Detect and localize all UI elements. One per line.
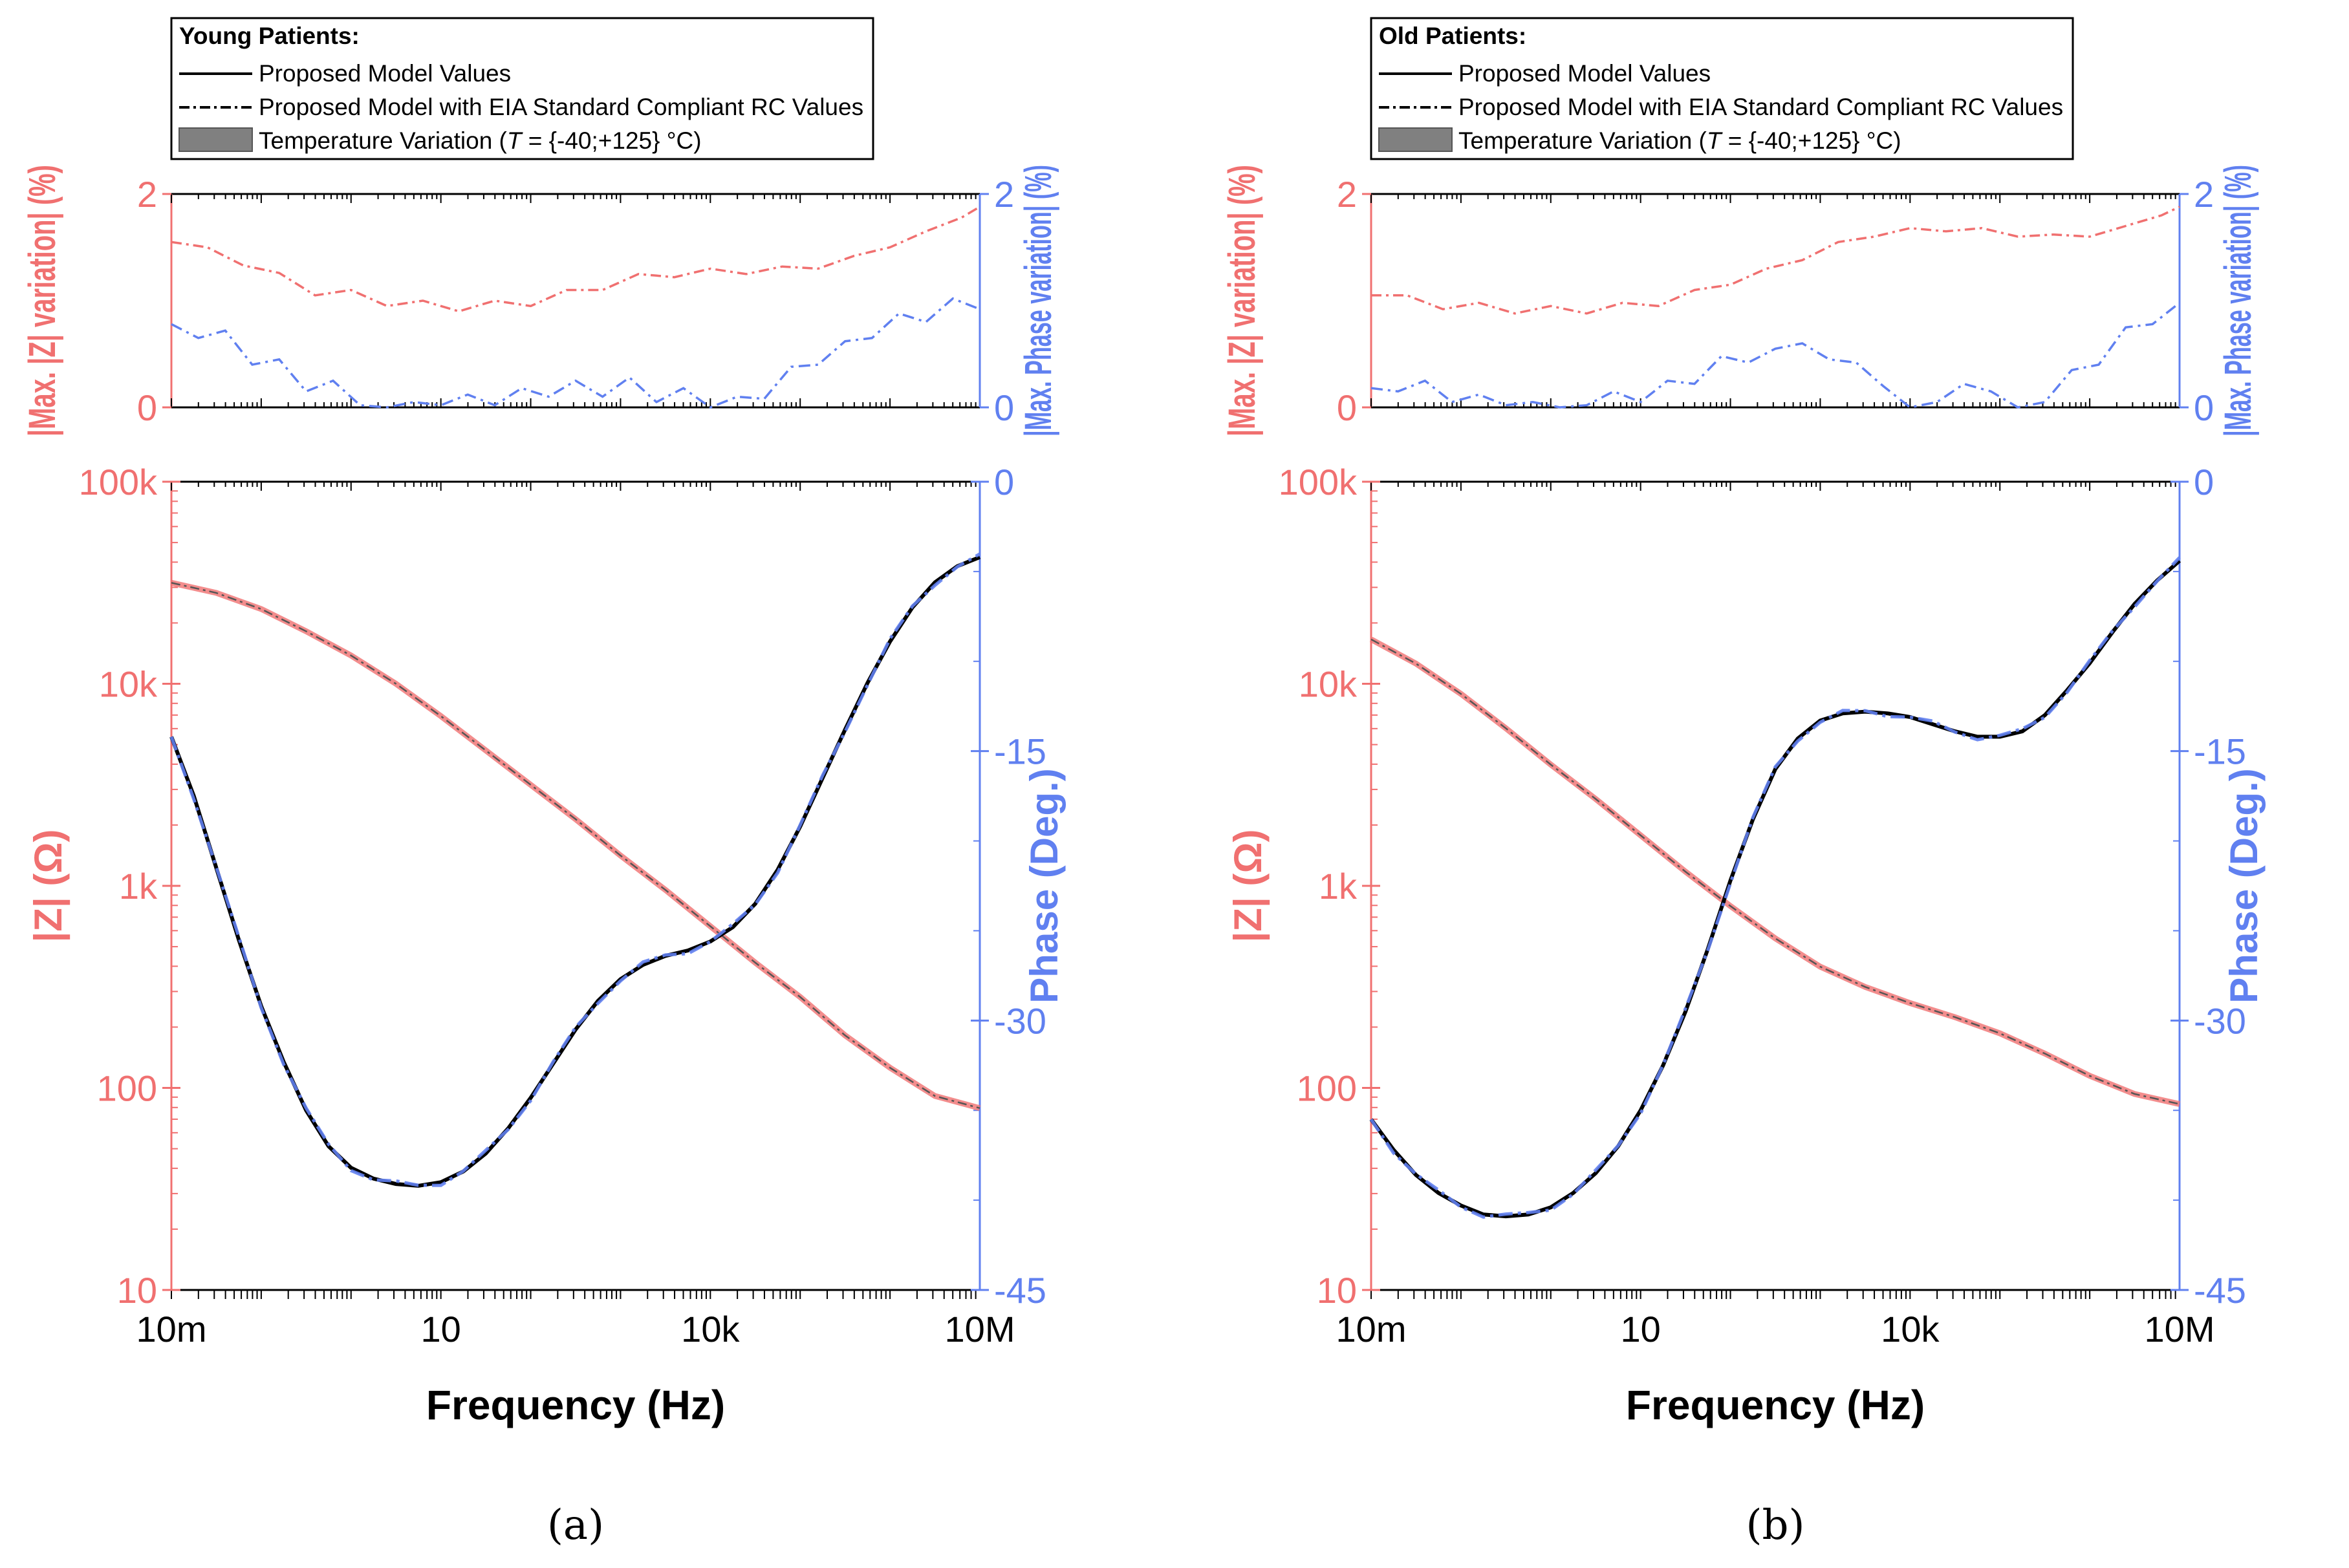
bottom-right-tick-label: -15 [994, 731, 1046, 772]
legend-entry-model: Proposed Model Values [1458, 60, 1711, 87]
x-tick-label: 10 [421, 1309, 461, 1349]
bottom-left-tick-label: 10k [1299, 664, 1358, 705]
panel-caption: (a) [547, 1501, 604, 1549]
bottom-right-tick-label: 0 [2194, 462, 2214, 502]
bottom-right-tick-label: -15 [2194, 731, 2246, 772]
top-right-axis-label: |Max. Phase variation| (%) [1017, 165, 1059, 436]
legend: Old Patients: Proposed Model Values Propos… [1370, 17, 2074, 160]
legend-entry-temperature: Temperature Variation (T = {-40;+125} °C… [259, 127, 702, 154]
phase-variation-line [171, 297, 980, 409]
phase-eia-line [169, 552, 981, 1187]
legend-shade-swatch [179, 127, 253, 152]
x-tick-label: 10m [136, 1309, 207, 1349]
bottom-right-tick-label: -45 [2194, 1270, 2246, 1311]
top-right-tick-label: 2 [2194, 174, 2214, 215]
x-axis-label: Frequency (Hz) [426, 1382, 725, 1428]
top-right-tick-label: 0 [2194, 387, 2214, 428]
bottom-right-tick-label: -30 [2194, 1000, 2246, 1041]
magnitude-variation-line [171, 206, 980, 313]
top-variation-plot: 0 0 2 2 |Max. |Z| variation| (%) |Max. Phase … [1221, 165, 2259, 436]
top-left-tick-label: 0 [1337, 387, 1357, 428]
legend-temp-prefix: Temperature Variation ( [1458, 127, 1707, 154]
phase-model-line [169, 555, 981, 1188]
x-tick-label: 10k [1881, 1309, 1940, 1349]
panel-b: Old Patients: Proposed Model Values Propos… [1221, 17, 2266, 1549]
legend-entry-eia: Proposed Model with EIA Standard Complia… [1458, 94, 2063, 120]
bottom-left-tick-label: 100 [97, 1068, 157, 1109]
top-left-tick-label: 0 [137, 387, 157, 428]
legend-temp-suffix: = {-40;+125} °C) [1721, 127, 1901, 154]
panel-caption: (b) [1746, 1501, 1805, 1549]
top-variation-plot: 0 0 2 2 |Max. |Z| variation| (%) |Max. Phase … [21, 165, 1059, 436]
phase-model-line [1369, 559, 2181, 1219]
top-left-axis-label: |Max. |Z| variation| (%) [21, 165, 63, 436]
legend: Young Patients: Proposed Model Values Prop… [170, 17, 874, 160]
bottom-left-axis-label: |Z| (Ω) [27, 830, 70, 943]
bottom-left-tick-label: 100k [1279, 462, 1358, 502]
bottom-left-tick-label: 10k [99, 664, 158, 705]
bottom-left-tick-label: 10 [117, 1270, 157, 1311]
top-left-tick-label: 2 [137, 174, 157, 215]
legend-entry-eia: Proposed Model with EIA Standard Complia… [259, 94, 863, 120]
legend-shade-swatch [1378, 127, 1453, 152]
x-tick-label: 10k [681, 1309, 740, 1349]
legend-temp-variable: T [507, 127, 523, 154]
phase-eia-line [1369, 556, 2181, 1219]
top-left-tick-label: 2 [1337, 174, 1357, 215]
top-left-axis-label: |Max. |Z| variation| (%) [1221, 165, 1263, 436]
phase-variation-line [1370, 301, 2181, 409]
top-right-tick-label: 2 [994, 174, 1014, 215]
legend-title: Young Patients: [179, 23, 360, 49]
magnitude-temperature-band [1369, 636, 2180, 1107]
bottom-right-tick-label: 0 [994, 462, 1014, 502]
bottom-right-tick-label: -30 [994, 1000, 1046, 1041]
panel-a: Young Patients: Proposed Model Values Prop… [21, 17, 1066, 1549]
x-tick-label: 10 [1621, 1309, 1661, 1349]
x-tick-label: 10m [1336, 1309, 1407, 1349]
magnitude-variation-line [1371, 206, 2180, 315]
bottom-left-tick-label: 100 [1297, 1068, 1357, 1109]
bottom-left-tick-label: 1k [119, 866, 158, 907]
x-axis-label: Frequency (Hz) [1626, 1382, 1925, 1428]
top-right-tick-label: 0 [994, 387, 1014, 428]
legend-temp-suffix: = {-40;+125} °C) [521, 127, 701, 154]
magnitude-model-line [171, 582, 980, 1110]
bottom-right-axis-label: Phase (Deg.) [1023, 768, 1066, 1003]
legend-box [170, 17, 874, 160]
bottom-left-tick-label: 10 [1317, 1270, 1357, 1311]
legend-entry-model: Proposed Model Values [259, 60, 511, 87]
bottom-right-tick-label: -45 [994, 1270, 1046, 1311]
legend-entry-temperature: Temperature Variation (T = {-40;+125} °C… [1458, 127, 1901, 154]
x-tick-label: 10M [2145, 1309, 2215, 1349]
top-right-axis-label: |Max. Phase variation| (%) [2217, 165, 2259, 436]
x-tick-label: 10M [945, 1309, 1015, 1349]
legend-temp-prefix: Temperature Variation ( [259, 127, 508, 154]
bottom-left-tick-label: 1k [1319, 866, 1358, 907]
legend-box [1370, 17, 2074, 160]
bottom-left-axis-label: |Z| (Ω) [1226, 830, 1270, 943]
legend-title: Old Patients: [1379, 23, 1526, 49]
legend-temp-variable: T [1707, 127, 1723, 154]
bottom-right-axis-label: Phase (Deg.) [2222, 768, 2266, 1003]
bottom-left-tick-label: 100k [79, 462, 158, 502]
magnitude-model-line [1370, 638, 2180, 1105]
